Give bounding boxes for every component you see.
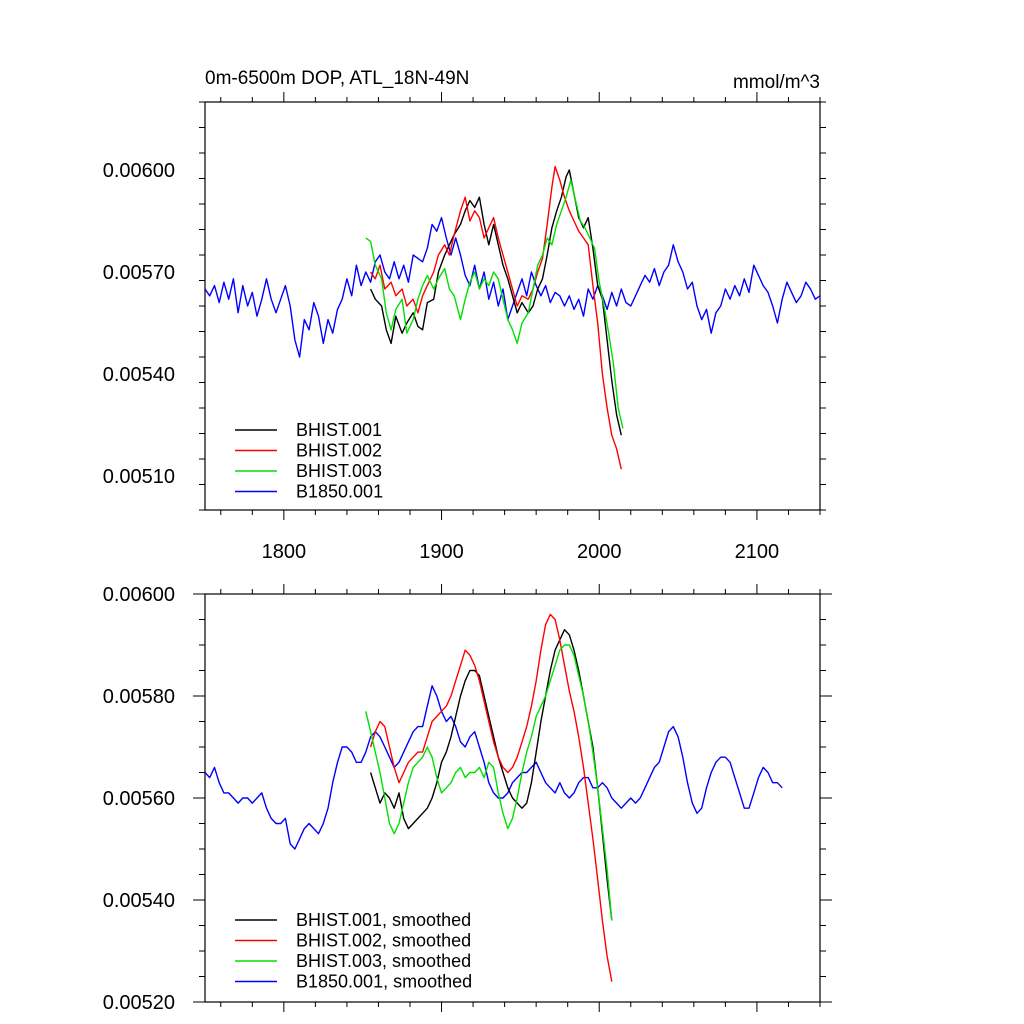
legend-label: BHIST.003, smoothed	[296, 951, 471, 971]
x-tick-label: 1900	[419, 541, 464, 563]
x-tick-label: 2000	[577, 541, 622, 563]
y-tick-label: 0.00540	[103, 890, 175, 912]
y-tick-label: 0.00520	[103, 992, 175, 1014]
legend-label: B1850.001	[296, 482, 383, 502]
series-line-bhist-003-smoothed	[365, 644, 613, 921]
y-tick-label: 0.00580	[103, 686, 175, 708]
legend-label: BHIST.001, smoothed	[296, 910, 471, 930]
legend-label: BHIST.001	[296, 420, 382, 440]
legend-label: BHIST.003	[296, 461, 382, 481]
series-line-bhist-002	[370, 165, 622, 470]
top-panel-units: mmol/m^3	[733, 72, 820, 93]
legend-label: BHIST.002	[296, 441, 382, 461]
series-line-bhist-001-smoothed	[369, 629, 613, 921]
series-line-bhist-001	[369, 169, 622, 436]
series-group	[205, 613, 783, 982]
y-tick-label: 0.00510	[103, 466, 175, 488]
x-tick-label: 1800	[262, 541, 307, 563]
legend-label: B1850.001, smoothed	[296, 972, 472, 992]
y-tick-label: 0.00570	[103, 262, 175, 284]
series-line-bhist-002-smoothed	[369, 613, 613, 982]
series-line-b1850-001-smoothed	[205, 685, 783, 850]
series-line-b1850-001	[205, 216, 820, 358]
y-tick-label: 0.00540	[103, 364, 175, 386]
y-tick-label: 0.00600	[103, 160, 175, 182]
x-tick-label: 2100	[735, 541, 780, 563]
top-panel: 0m-6500m DOP, ATL_18N-49N mmol/m^3 1800 1…	[103, 68, 826, 563]
legend-label: BHIST.002, smoothed	[296, 931, 471, 951]
y-tick-label: 0.00560	[103, 788, 175, 810]
series-group	[205, 165, 820, 470]
y-tick-label: 0.00600	[103, 584, 175, 606]
top-panel-title: 0m-6500m DOP, ATL_18N-49N	[205, 68, 469, 89]
series-line-bhist-003	[365, 179, 624, 429]
bottom-panel: 0.00520 0.00540 0.00560 0.00580 0.00600 BHIST…	[103, 584, 832, 1014]
